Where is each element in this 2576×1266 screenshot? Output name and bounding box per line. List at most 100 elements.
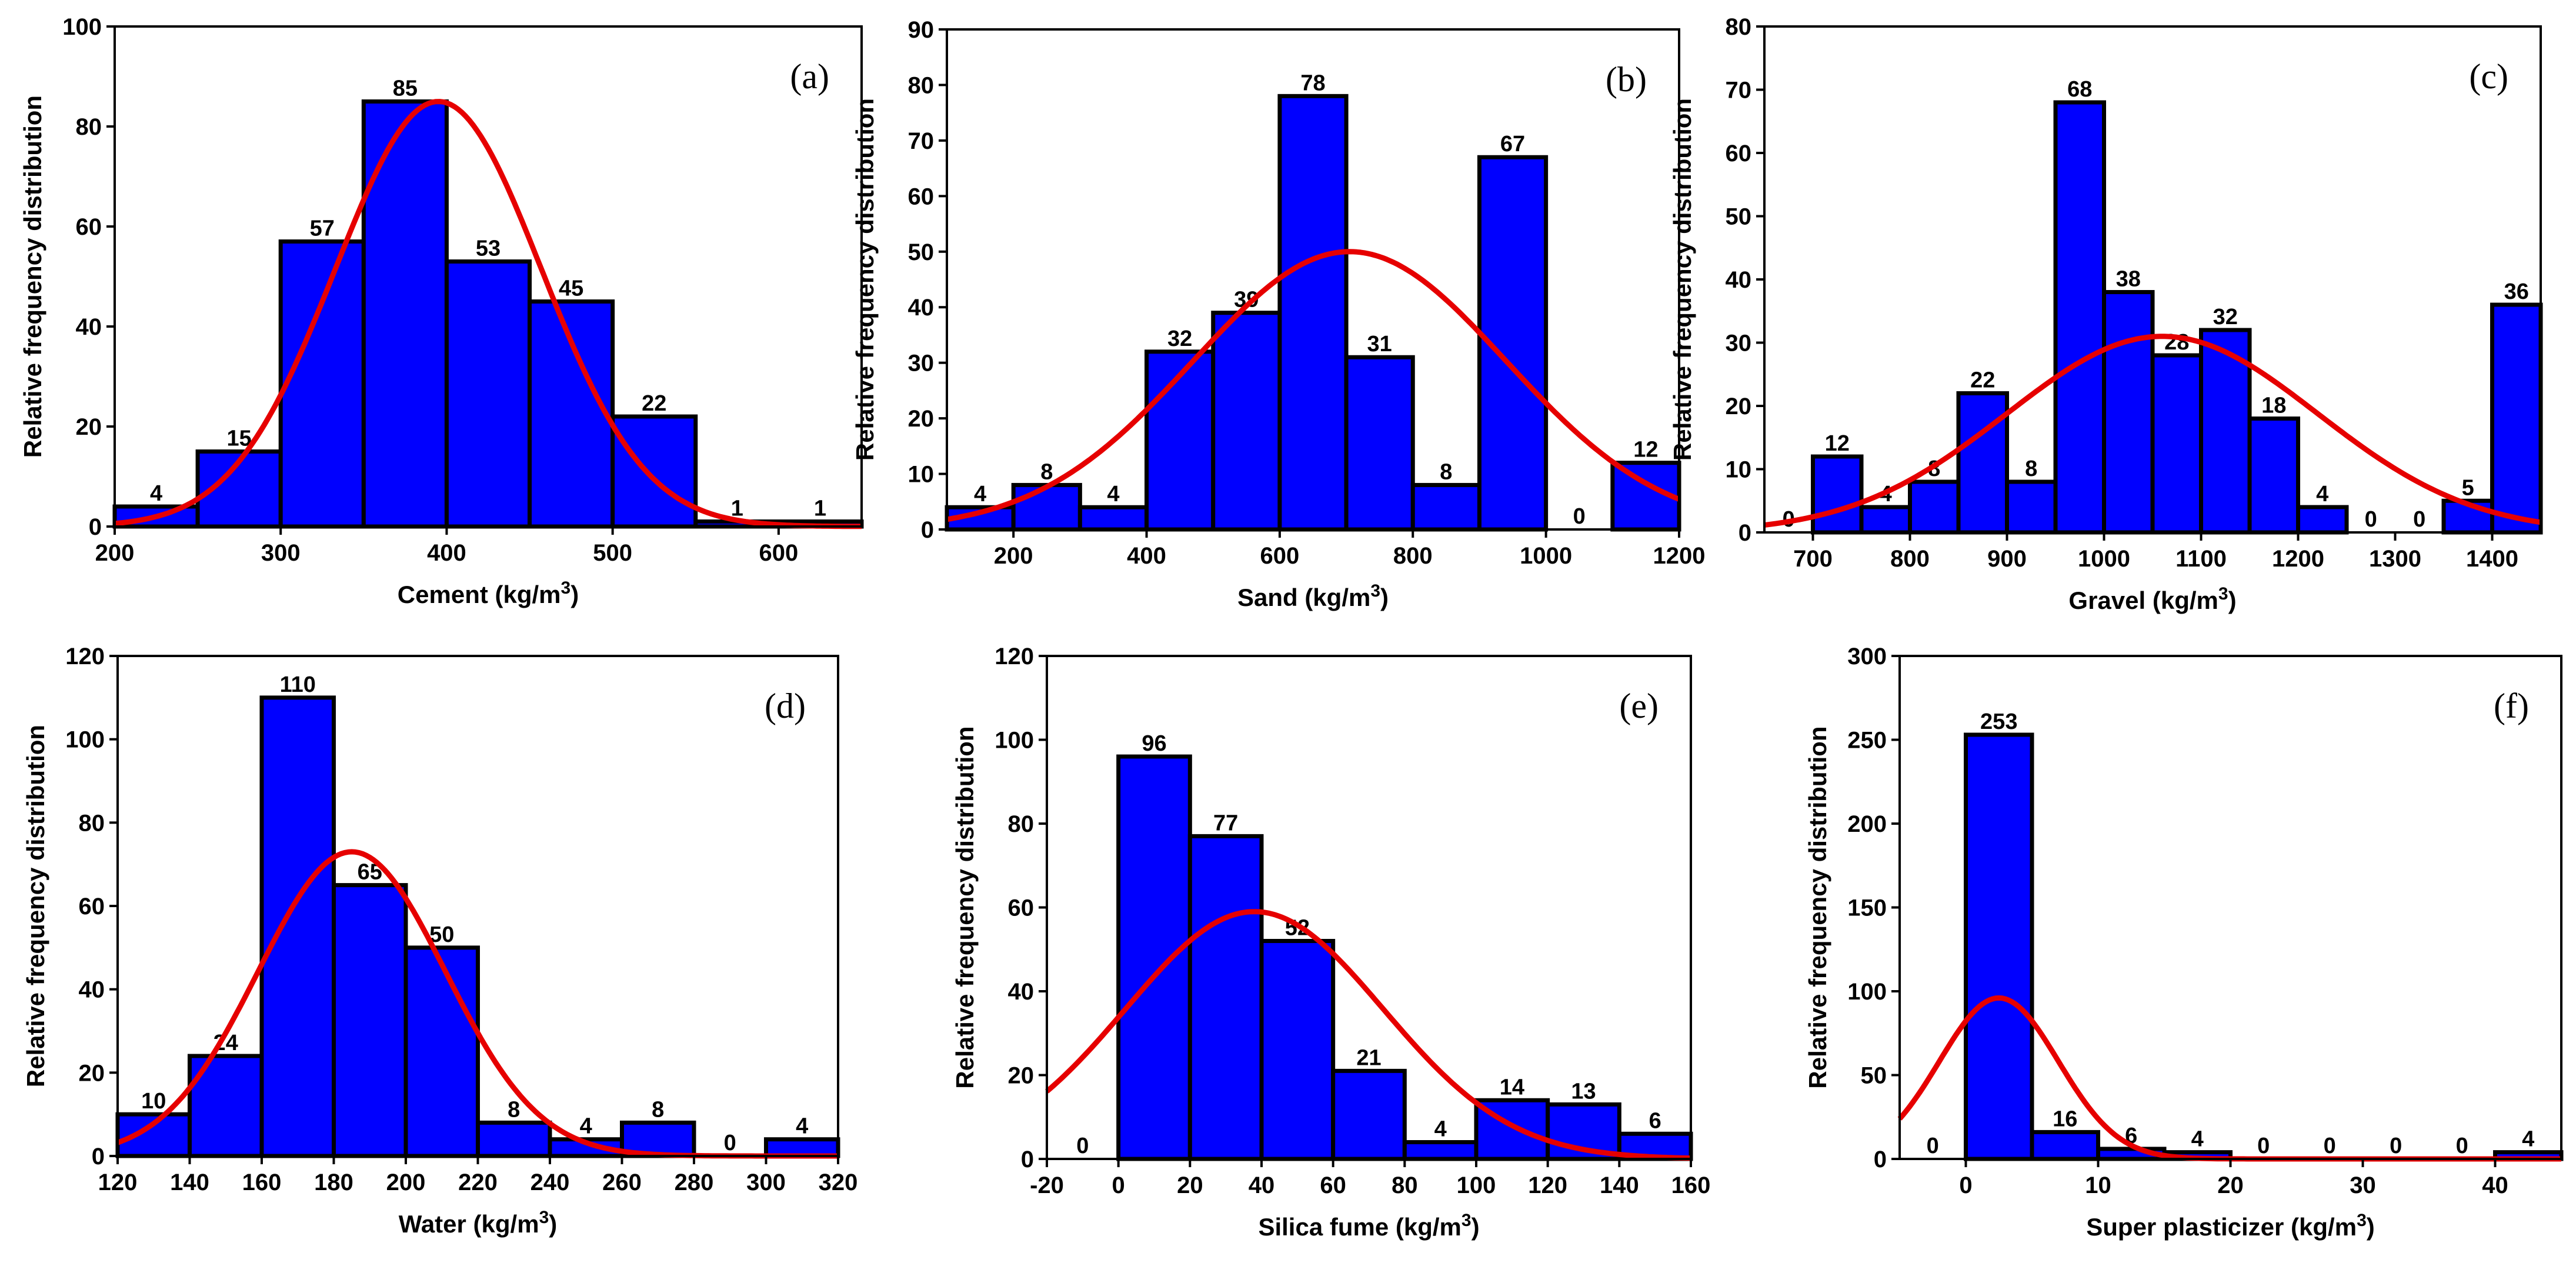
bar-value-label: 8 [2025, 457, 2037, 481]
y-tick-label: 70 [1726, 78, 1752, 104]
x-axis-label: Cement (kg/m3) [398, 578, 579, 608]
bar [332, 883, 408, 1158]
bar-value-label: 0 [2365, 507, 2377, 532]
bar [403, 945, 480, 1158]
y-tick-label: 0 [92, 1144, 105, 1170]
x-tick-label: 160 [242, 1170, 282, 1195]
x-tick-label: 180 [314, 1170, 353, 1195]
bar [2490, 302, 2543, 535]
y-tick-label: 100 [1847, 979, 1887, 1005]
y-tick-label: 10 [908, 462, 935, 488]
y-tick-label: 80 [908, 72, 935, 98]
y-axis-label: Relative frequency distribution [951, 726, 979, 1088]
x-tick-label: 400 [1127, 543, 1166, 569]
x-tick-label: 200 [994, 543, 1033, 569]
bar-value-label: 57 [310, 216, 335, 241]
bar [2102, 290, 2155, 535]
bar-value-label: 13 [1571, 1079, 1596, 1104]
bar-value-label: 4 [974, 482, 986, 507]
y-tick-label: 300 [1847, 644, 1887, 669]
x-tick-label: 120 [1528, 1172, 1567, 1198]
bar-value-label: 4 [1107, 482, 1119, 507]
x-tick-label: 800 [1890, 546, 1930, 572]
bar-value-label: 0 [724, 1131, 736, 1155]
bar [1402, 1140, 1479, 1161]
panel-tag: (e) [1619, 687, 1659, 725]
y-tick-label: 30 [908, 351, 935, 377]
bar [2247, 417, 2300, 535]
y-tick-label: 60 [76, 214, 102, 240]
x-tick-label: 0 [1112, 1172, 1125, 1198]
y-tick-label: 50 [908, 239, 935, 265]
bar-value-label: 4 [796, 1114, 808, 1139]
bar-value-label: 96 [1142, 731, 1166, 756]
bar [1956, 391, 2009, 535]
bar [1344, 355, 1415, 532]
x-tick-label: 1300 [2369, 546, 2421, 572]
x-tick-label: 20 [1177, 1172, 1203, 1198]
x-tick-label: 1000 [2078, 546, 2130, 572]
panel-tag: (f) [2494, 687, 2529, 725]
bar-value-label: 4 [150, 481, 162, 506]
plot-frame [946, 28, 1680, 531]
bar [259, 695, 336, 1158]
bar-value-label: 22 [642, 391, 666, 416]
bar [1331, 1068, 1407, 1161]
bar-value-label: 0 [1076, 1134, 1089, 1158]
bar [1259, 939, 1336, 1161]
y-tick-label: 250 [1847, 728, 1887, 754]
x-tick-label: 600 [1260, 543, 1300, 569]
x-tick-label: 700 [1793, 546, 1833, 572]
bar [444, 259, 532, 529]
bar-value-label: 21 [1356, 1045, 1381, 1070]
y-tick-label: 100 [995, 728, 1034, 754]
bar-value-label: 10 [141, 1089, 166, 1114]
y-tick-label: 200 [1847, 811, 1887, 837]
x-tick-label: 1400 [2466, 546, 2518, 572]
x-tick-label: 40 [2482, 1172, 2508, 1198]
bar-value-label: 31 [1367, 332, 1392, 357]
y-tick-label: 60 [908, 184, 935, 209]
x-tick-label: 1100 [2175, 546, 2227, 572]
y-tick-label: 40 [76, 314, 102, 340]
bar-value-label: 6 [1649, 1108, 1661, 1133]
bar-value-label: 28 [2164, 330, 2189, 355]
x-axis-label: Silica fume (kg/m3) [1258, 1211, 1479, 1241]
x-tick-label: 220 [458, 1170, 498, 1195]
y-tick-label: 40 [1726, 267, 1752, 293]
x-axis-label: Gravel (kg/m3) [2068, 584, 2236, 614]
x-tick-label: 240 [530, 1170, 570, 1195]
bar [1908, 479, 1961, 535]
bar [1811, 454, 1864, 535]
bar [278, 239, 366, 529]
normal-fit-curve [946, 249, 1680, 522]
x-tick-label: 10 [2085, 1172, 2111, 1198]
bar [2150, 353, 2203, 535]
y-tick-label: 150 [1847, 895, 1887, 921]
bar-value-label: 53 [476, 236, 500, 261]
normal-fit-curve [1764, 334, 2541, 528]
y-tick-label: 40 [908, 295, 935, 321]
x-tick-label: 200 [95, 540, 135, 566]
y-tick-label: 0 [1739, 520, 1751, 546]
normal-fit-curve [1045, 909, 1691, 1161]
panel-tag: (c) [2469, 57, 2508, 96]
bar-value-label: 1 [731, 497, 743, 521]
y-tick-label: 80 [76, 114, 102, 140]
bar [1964, 732, 2034, 1161]
y-tick-label: 70 [908, 128, 935, 154]
x-axis-label: Water (kg/m3) [399, 1208, 558, 1238]
bar [1211, 311, 1282, 532]
x-tick-label: 160 [1671, 1172, 1711, 1198]
bar [1277, 94, 1349, 532]
bar [361, 99, 449, 529]
x-tick-label: 1200 [1653, 543, 1706, 569]
x-tick-label: 400 [427, 540, 466, 566]
bar [1011, 482, 1082, 532]
y-axis-label: Relative frequency distribution [22, 725, 49, 1087]
x-tick-label: 800 [1393, 543, 1433, 569]
y-tick-label: 20 [79, 1060, 105, 1086]
y-axis-label: Relative frequency distribution [19, 95, 46, 458]
